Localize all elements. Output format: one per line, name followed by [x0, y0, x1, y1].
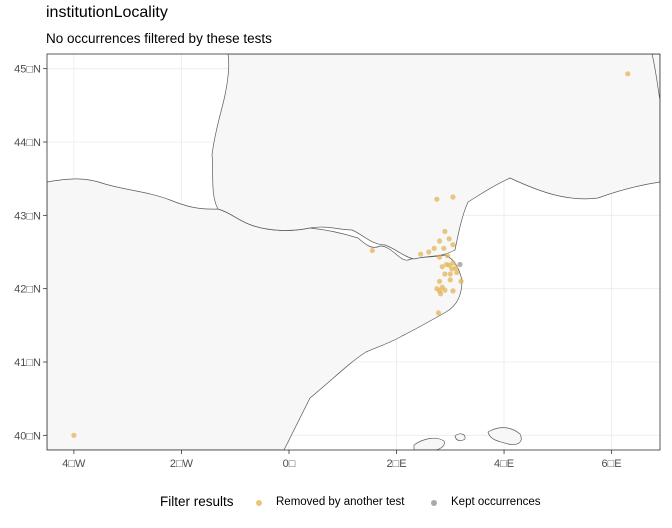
point-kept — [457, 261, 463, 268]
point-removed — [441, 245, 447, 251]
x-tick-label: 6□E — [602, 458, 622, 470]
y-tick-label: 45□N — [14, 64, 41, 76]
legend-label-removed: Removed by another test — [276, 496, 405, 508]
x-tick-label: 2□E — [386, 458, 406, 470]
y-axis: 40□N 41□N 42□N 43□N 44□N 45□N — [14, 64, 47, 442]
legend: Filter results Removed by another test K… — [0, 490, 672, 516]
point-removed — [442, 228, 448, 235]
point-removed — [443, 261, 450, 268]
x-tick-label: 4□W — [62, 458, 86, 470]
point-removed — [445, 253, 451, 259]
point-removed — [454, 269, 460, 276]
point-removed — [418, 251, 424, 257]
chart-title: institutionLocality — [46, 4, 168, 21]
point-removed — [450, 242, 456, 248]
point-removed — [439, 264, 445, 270]
point-removed — [435, 310, 442, 316]
legend-title: Filter results — [160, 494, 234, 509]
point-removed — [450, 260, 456, 266]
point-removed — [369, 247, 375, 254]
point-removed — [458, 278, 464, 284]
point-removed — [426, 249, 432, 255]
y-tick-label: 42□N — [14, 284, 41, 296]
point-removed — [436, 278, 443, 284]
y-tick-label: 43□N — [14, 210, 41, 222]
x-tick-label: 2□W — [170, 458, 194, 470]
elba-island — [487, 427, 522, 445]
legend-label-kept: Kept occurrences — [451, 496, 541, 508]
occurrence-points — [71, 71, 631, 438]
point-removed — [447, 277, 453, 283]
x-tick-label: 0□ — [283, 458, 296, 470]
map-panel: 4□W 2□W 0□ 2□E 4□E 6□E 40□N 41□N 42□N 43□N 44□N 45… — [14, 53, 661, 470]
point-removed — [434, 196, 440, 202]
pianosa-islet — [454, 433, 466, 442]
point-removed — [446, 236, 452, 242]
x-axis: 4□W 2□W 0□ 2□E 4□E 6□E — [62, 450, 622, 470]
point-removed — [438, 291, 444, 297]
corsica-island — [651, 54, 660, 101]
point-removed — [436, 254, 443, 260]
chart-subtitle: No occurrences filtered by these tests — [46, 31, 272, 46]
point-removed — [450, 288, 456, 294]
legend-key-removed — [256, 500, 262, 506]
point-removed — [71, 432, 77, 438]
point-removed — [625, 71, 631, 77]
landmass — [47, 54, 660, 450]
y-tick-label: 40□N — [14, 430, 41, 442]
x-tick-label: 4□E — [494, 458, 514, 470]
france-land — [211, 54, 660, 260]
panel-border — [46, 53, 661, 451]
iberia-land — [47, 178, 463, 450]
point-removed — [431, 245, 437, 251]
point-removed — [447, 271, 453, 277]
y-tick-label: 41□N — [14, 357, 41, 369]
point-removed — [450, 194, 456, 200]
point-removed — [442, 287, 448, 293]
point-removed — [436, 238, 443, 244]
point-removed — [449, 266, 455, 272]
point-removed — [442, 271, 448, 277]
y-tick-label: 44□N — [14, 137, 41, 149]
legend-key-kept — [431, 500, 437, 506]
